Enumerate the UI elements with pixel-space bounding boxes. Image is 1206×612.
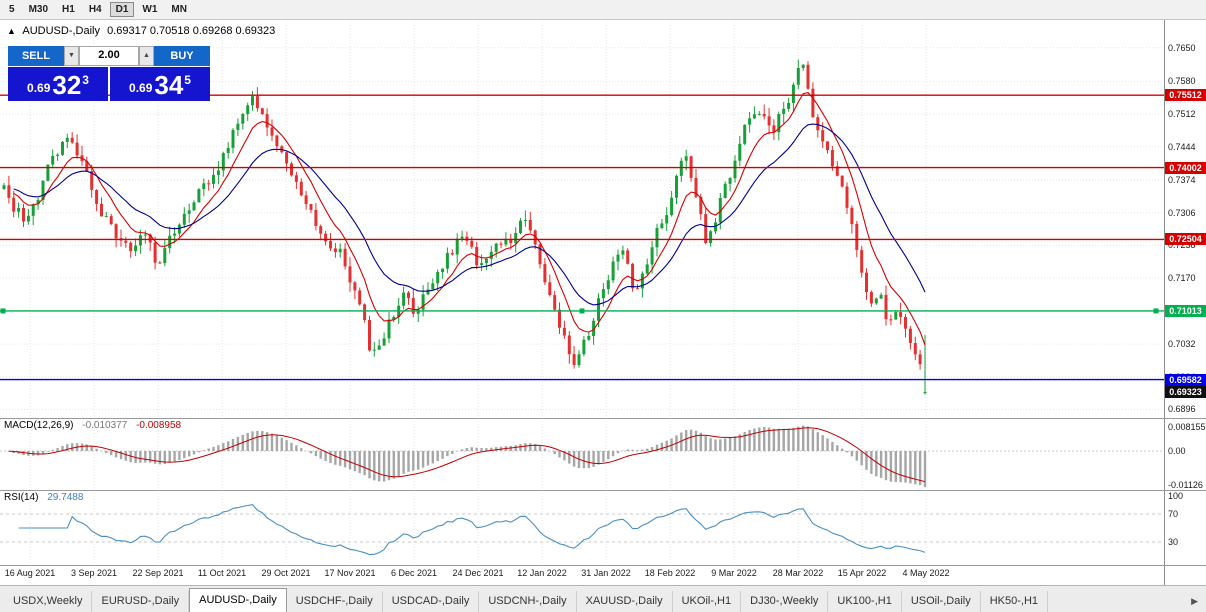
price-axis-label: 0.7374 [1168,175,1196,186]
timeframe-button-h1[interactable]: H1 [62,4,75,15]
date-axis-label: 17 Nov 2021 [324,568,376,578]
price-level-badge: 0.72504 [1165,233,1206,246]
timeframe-toolbar: 5 M30 H1 H4 D1 W1 MN [0,0,1206,20]
date-axis-label: 18 Feb 2022 [644,568,696,578]
chart-tab-hk50[interactable]: HK50-,H1 [981,591,1049,612]
chart-tabs-bar: USDX,Weekly EURUSD-,Daily AUDUSD-,Daily USD… [0,585,1206,612]
current-price-badge: 0.69323 [1165,385,1206,398]
price-axis-separator [1164,20,1165,585]
date-axis-label: 3 Sep 2021 [70,568,118,578]
price-level-badge: 0.75512 [1165,89,1206,102]
timeframe-button-h4[interactable]: H4 [88,4,102,15]
symbol-name: AUDUSD-,Daily [22,25,100,37]
macd-main-value: -0.010377 [82,420,128,431]
timeframe-button-5[interactable]: 5 [9,4,15,15]
sell-price-display[interactable]: 0.69 32 3 [8,67,108,101]
rsi-axis-label: 100 [1168,491,1184,501]
date-axis-label: 28 Mar 2022 [772,568,824,578]
macd-title: MACD(12,26,9) [4,420,74,431]
timeframe-button-d1[interactable]: D1 [109,2,135,17]
chart-tab-uk100[interactable]: UK100-,H1 [828,591,902,612]
sell-price-prefix: 0.69 [27,81,51,95]
macd-panel-divider [0,418,1206,419]
sell-price-pip: 3 [82,73,89,87]
rsi-panel-divider [0,490,1206,491]
volume-increase-button[interactable]: ▲ [139,46,154,66]
macd-signal-value: -0.008958 [136,420,182,431]
buy-price-pip: 5 [184,73,191,87]
chart-tab-xauusd[interactable]: XAUUSD-,Daily [577,591,673,612]
date-axis-label: 31 Jan 2022 [581,568,631,578]
chart-tab-usdcad[interactable]: USDCAD-,Daily [383,591,480,612]
rsi-axis-label: 70 [1168,509,1179,519]
chart-ohlc-readout: ▲ AUDUSD-,Daily 0.69317 0.70518 0.69268 … [7,25,279,37]
date-axis-label: 15 Apr 2022 [837,568,887,578]
buy-button[interactable]: BUY [154,46,210,66]
rsi-indicator-label: RSI(14) 29.7488 [4,492,83,503]
date-axis-divider [0,565,1206,566]
price-axis-label: 0.7306 [1168,207,1196,218]
price-level-badge: 0.69582 [1165,373,1206,386]
date-axis-label: 12 Jan 2022 [517,568,567,578]
volume-input[interactable]: 2.00 [79,46,139,66]
chart-tab-eurusd[interactable]: EURUSD-,Daily [92,591,190,612]
buy-price-main: 34 [154,70,184,100]
price-level-badge: 0.74002 [1165,161,1206,174]
date-axis-label: 24 Dec 2021 [452,568,504,578]
chart-tab-usoil[interactable]: USOil-,Daily [902,591,981,612]
macd-axis-label: 0.00 [1168,446,1186,456]
macd-indicator-label: MACD(12,26,9) -0.010377 -0.008958 [4,420,181,431]
date-axis-label: 29 Oct 2021 [261,568,311,578]
chart-tab-dj30[interactable]: DJ30-,Weekly [741,591,829,612]
buy-price-display[interactable]: 0.69 34 5 [110,67,210,101]
chart-tab-usdcnh[interactable]: USDCNH-,Daily [479,591,577,612]
timeframe-button-w1[interactable]: W1 [142,4,158,15]
timeframe-button-mn[interactable]: MN [171,4,187,15]
macd-axis-label: 0.008155 [1168,422,1206,432]
rsi-axis-label: 30 [1168,537,1179,547]
buy-price-prefix: 0.69 [129,81,153,95]
date-axis-label: 4 May 2022 [902,568,950,578]
date-axis-label: 6 Dec 2021 [390,568,438,578]
macd-axis-label: -0.01126 [1168,480,1203,490]
price-axis-label: 0.7512 [1168,108,1196,119]
chart-tab-usdx[interactable]: USDX,Weekly [4,591,93,612]
rsi-title: RSI(14) [4,492,39,503]
sell-price-main: 32 [52,70,82,100]
volume-decrease-button[interactable]: ▼ [64,46,79,66]
price-axis-label: 0.7032 [1168,339,1196,350]
price-axis-label: 0.7170 [1168,272,1196,283]
date-axis-label: 9 Mar 2022 [711,568,757,578]
ohlc-values: 0.69317 0.70518 0.69268 0.69323 [107,25,276,37]
price-level-badge: 0.71013 [1165,304,1206,317]
rsi-value: 29.7488 [47,492,84,503]
price-axis-label: 0.7650 [1168,42,1196,53]
one-click-trading-panel: SELL ▼ 2.00 ▲ BUY 0.69 32 3 0.69 34 5 [8,46,210,101]
price-axis-label: 0.7580 [1168,76,1196,87]
chart-tab-audusd[interactable]: AUDUSD-,Daily [189,588,287,612]
date-axis-label: 22 Sep 2021 [132,568,184,578]
symbol-up-icon: ▲ [7,26,16,36]
tabs-scroll-right-icon[interactable]: ▶ [1191,596,1198,606]
date-axis-label: 16 Aug 2021 [4,568,56,578]
chart-tab-ukoil[interactable]: UKOil-,H1 [673,591,742,612]
chart-tab-usdchf[interactable]: USDCHF-,Daily [287,591,383,612]
price-axis-label: 0.7444 [1168,141,1196,152]
price-axis-label: 0.6896 [1168,404,1196,415]
date-axis-label: 11 Oct 2021 [197,568,247,578]
sell-button[interactable]: SELL [8,46,64,66]
timeframe-button-m30[interactable]: M30 [28,4,49,15]
